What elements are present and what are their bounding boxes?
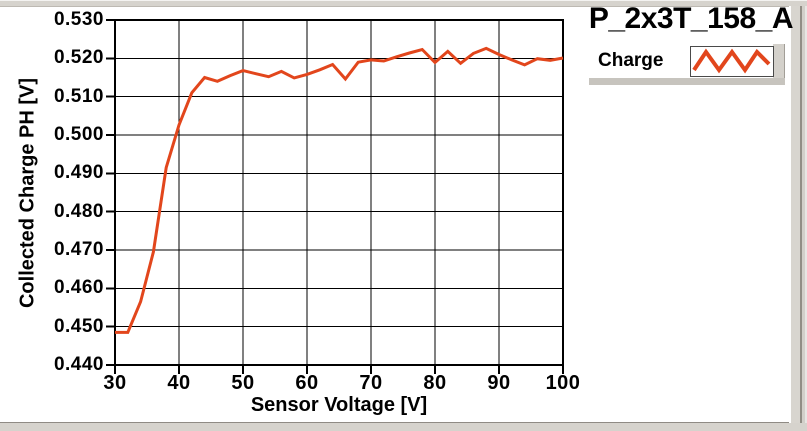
plot-frame	[114, 19, 564, 366]
legend-series-label: Charge	[598, 50, 664, 71]
x-tick-label: 70	[359, 372, 383, 394]
y-tick-label: 0.470	[53, 239, 104, 260]
x-tick-label: 30	[103, 372, 127, 394]
chart-title: P_2x3T_158_A	[588, 2, 794, 35]
x-tick-label: 100	[545, 372, 581, 394]
y-tick-label: 0.530	[53, 9, 104, 30]
panel-right-bevel[interactable]	[789, 6, 807, 423]
y-tick-label: 0.440	[53, 354, 104, 375]
x-tick-label: 50	[231, 372, 255, 394]
y-tick-label: 0.480	[53, 200, 104, 222]
series-line-charge	[115, 46, 564, 334]
panel-top-bevel	[0, 0, 807, 7]
x-tick-label: 80	[423, 372, 447, 394]
x-tick-label: 90	[487, 372, 511, 394]
zigzag-line-icon	[692, 48, 771, 74]
x-tick-label: 40	[167, 372, 191, 394]
y-tick-label: 0.490	[53, 162, 104, 184]
y-tick-label: 0.450	[53, 315, 104, 337]
plot-legend[interactable]: Charge	[580, 43, 786, 85]
y-axis-title: Collected Charge PH [V]	[16, 77, 39, 309]
panel-bottom-bevel	[0, 422, 807, 431]
legend-line-swatch[interactable]	[690, 46, 774, 77]
x-tick-label: 60	[295, 372, 319, 394]
y-tick-label: 0.520	[53, 47, 104, 69]
y-tick-label: 0.460	[53, 277, 104, 299]
y-tick-label: 0.510	[53, 85, 104, 107]
y-tick-label: 0.500	[53, 124, 104, 145]
legend-shadow	[589, 78, 785, 85]
x-axis-title: Sensor Voltage [V]	[250, 394, 428, 416]
